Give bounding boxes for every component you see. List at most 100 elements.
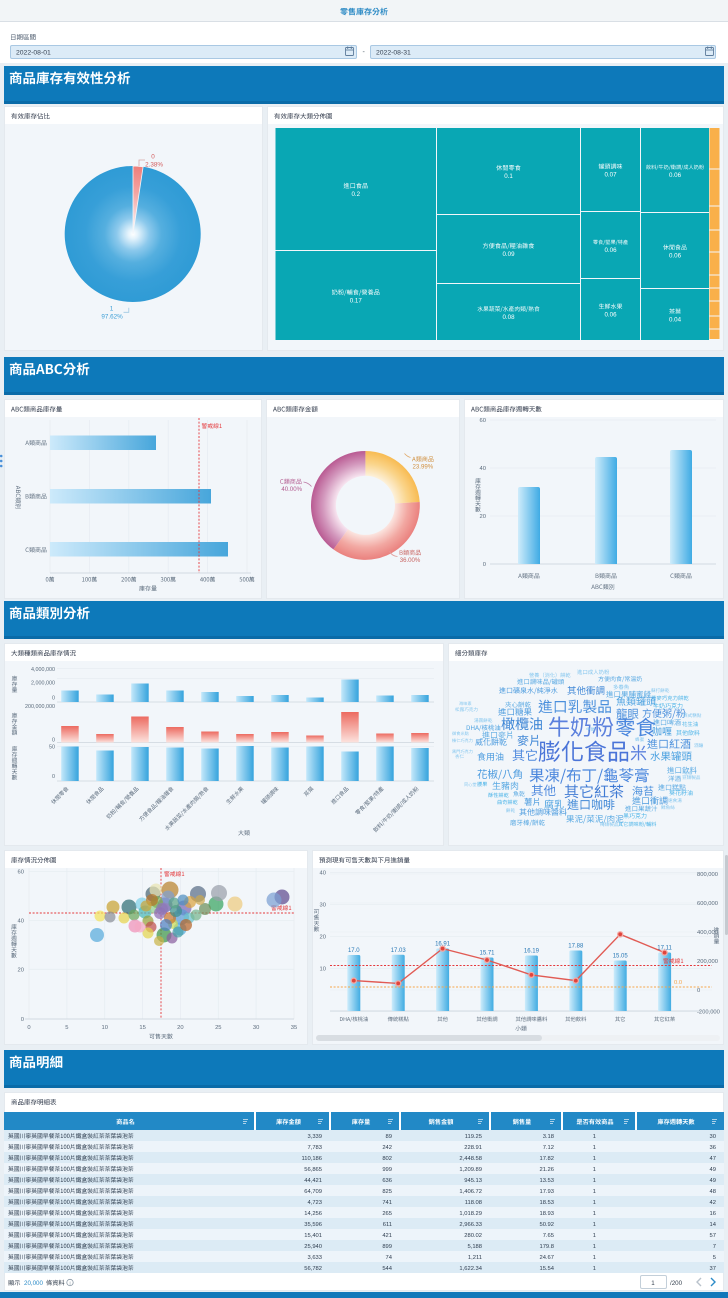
svg-text:200,000: 200,000 (697, 959, 718, 965)
svg-text:5,188: 5,188 (467, 1244, 482, 1250)
svg-text:5: 5 (713, 1255, 716, 1261)
svg-text:0: 0 (697, 988, 700, 994)
svg-text:20: 20 (177, 1025, 183, 1031)
svg-text:0.07: 0.07 (604, 172, 617, 179)
svg-text:1,211: 1,211 (468, 1255, 482, 1261)
svg-text:16.19: 16.19 (524, 949, 540, 955)
svg-text:40: 40 (480, 466, 486, 472)
svg-text:999: 999 (382, 1167, 392, 1173)
svg-text:17.03: 17.03 (391, 948, 407, 954)
svg-text:242: 242 (382, 1145, 392, 1151)
svg-text:-: - (363, 49, 366, 56)
svg-text:60: 60 (18, 869, 24, 875)
svg-text:16: 16 (710, 1211, 716, 1217)
svg-text:7.65: 7.65 (543, 1233, 554, 1239)
svg-text:44,421: 44,421 (304, 1178, 322, 1184)
svg-text:2.38%: 2.38% (145, 161, 163, 168)
svg-text:0.04: 0.04 (669, 317, 682, 324)
svg-text:60: 60 (480, 418, 486, 424)
svg-text:20,000: 20,000 (24, 1280, 43, 1287)
svg-text:228.91: 228.91 (464, 1145, 482, 1151)
svg-text:49: 49 (710, 1167, 716, 1173)
svg-text:36: 36 (710, 1145, 716, 1151)
svg-text:2022-08-01: 2022-08-01 (16, 50, 51, 57)
svg-text:1: 1 (593, 1189, 596, 1195)
svg-text:3,633: 3,633 (307, 1255, 322, 1261)
svg-text:17.11: 17.11 (657, 946, 672, 952)
svg-text:110,186: 110,186 (301, 1156, 322, 1162)
svg-text:56,782: 56,782 (304, 1266, 322, 1272)
svg-text:20: 20 (480, 514, 486, 520)
svg-text:280.02: 280.02 (464, 1233, 482, 1239)
svg-text:0: 0 (483, 562, 486, 568)
svg-text:10: 10 (101, 1025, 107, 1031)
svg-text:945.13: 945.13 (464, 1178, 482, 1184)
svg-text:36.00%: 36.00% (400, 557, 421, 564)
svg-text:23.99%: 23.99% (413, 464, 434, 471)
svg-text:4,000,000: 4,000,000 (31, 667, 55, 673)
svg-text:1: 1 (593, 1266, 596, 1272)
svg-text:48: 48 (710, 1189, 716, 1195)
svg-text:15.54: 15.54 (539, 1266, 554, 1272)
svg-text:4,723: 4,723 (307, 1200, 322, 1206)
svg-text:30: 30 (253, 1025, 259, 1031)
svg-text:21.26: 21.26 (539, 1167, 554, 1173)
svg-text:265: 265 (382, 1211, 392, 1217)
svg-text:421: 421 (382, 1233, 392, 1239)
svg-text:13.53: 13.53 (539, 1178, 554, 1184)
svg-text:14: 14 (710, 1222, 717, 1228)
svg-text:400,000: 400,000 (697, 930, 718, 936)
svg-text:1: 1 (110, 306, 114, 313)
svg-text:1: 1 (593, 1156, 596, 1162)
svg-text:1: 1 (651, 1280, 655, 1287)
svg-text:35,596: 35,596 (304, 1222, 322, 1228)
svg-text:17.82: 17.82 (539, 1156, 554, 1162)
svg-text:18.93: 18.93 (539, 1211, 554, 1217)
svg-text:47: 47 (710, 1156, 716, 1162)
svg-text:119.25: 119.25 (465, 1134, 482, 1140)
svg-text:10: 10 (320, 967, 326, 973)
svg-text:0.08: 0.08 (502, 314, 515, 321)
svg-text:15: 15 (139, 1025, 145, 1031)
svg-text:30: 30 (710, 1134, 716, 1140)
svg-text:7,783: 7,783 (307, 1145, 322, 1151)
svg-text:42: 42 (710, 1200, 716, 1206)
svg-text:800,000: 800,000 (697, 872, 718, 878)
svg-text:1: 1 (593, 1200, 596, 1206)
svg-text:544: 544 (382, 1266, 392, 1272)
svg-text:2,966.33: 2,966.33 (459, 1222, 482, 1228)
svg-text:56,865: 56,865 (304, 1167, 322, 1173)
svg-text:0: 0 (151, 154, 155, 161)
svg-text:1,209.89: 1,209.89 (459, 1167, 482, 1173)
svg-text:600,000: 600,000 (697, 901, 718, 907)
svg-text:899: 899 (382, 1244, 392, 1250)
svg-text:2,000,000: 2,000,000 (31, 681, 55, 687)
svg-text:15,401: 15,401 (304, 1233, 322, 1239)
svg-text:-200,000: -200,000 (697, 1010, 720, 1016)
svg-text:20: 20 (320, 935, 326, 941)
svg-text:16.91: 16.91 (435, 942, 451, 948)
svg-text:1: 1 (593, 1145, 596, 1151)
svg-text:1,018.29: 1,018.29 (459, 1211, 482, 1217)
svg-text:17.0: 17.0 (348, 948, 360, 954)
svg-text:50: 50 (49, 745, 55, 751)
svg-text:1: 1 (593, 1211, 596, 1217)
svg-text:30: 30 (320, 903, 326, 909)
svg-text:179.8: 179.8 (539, 1244, 554, 1250)
svg-text:18.53: 18.53 (539, 1200, 554, 1206)
svg-text:57: 57 (710, 1233, 716, 1239)
svg-text:37: 37 (710, 1266, 716, 1272)
svg-text:0.2: 0.2 (351, 191, 360, 198)
svg-text:15.05: 15.05 (613, 954, 629, 960)
svg-text:40.00%: 40.00% (281, 486, 302, 493)
svg-text:17.93: 17.93 (539, 1189, 554, 1195)
svg-text:2,448.58: 2,448.58 (459, 1156, 482, 1162)
svg-text:1,622.34: 1,622.34 (459, 1266, 482, 1272)
svg-text:25,940: 25,940 (304, 1244, 322, 1250)
svg-text:0.1: 0.1 (504, 173, 513, 180)
svg-text:636: 636 (382, 1178, 392, 1184)
svg-text:89: 89 (386, 1134, 392, 1140)
svg-text:1: 1 (593, 1167, 596, 1173)
svg-text:0: 0 (52, 774, 55, 780)
svg-text:825: 825 (382, 1189, 392, 1195)
